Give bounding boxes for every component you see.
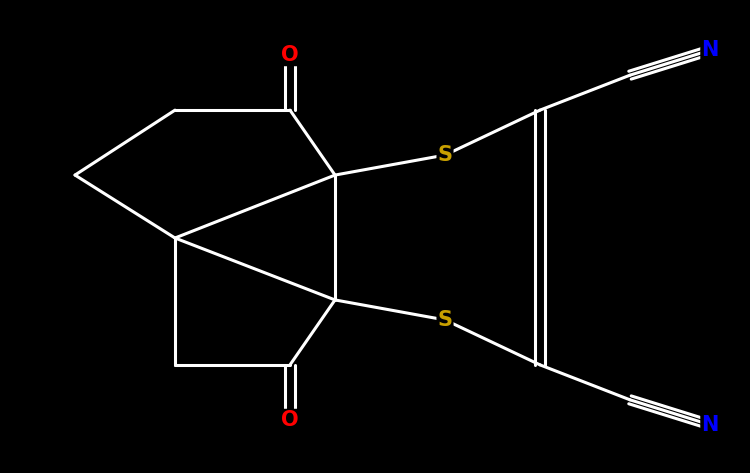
Text: O: O bbox=[281, 410, 298, 430]
Text: O: O bbox=[281, 45, 298, 65]
Text: S: S bbox=[437, 145, 452, 165]
Text: S: S bbox=[437, 310, 452, 330]
Text: N: N bbox=[701, 415, 718, 435]
Text: N: N bbox=[701, 40, 718, 60]
